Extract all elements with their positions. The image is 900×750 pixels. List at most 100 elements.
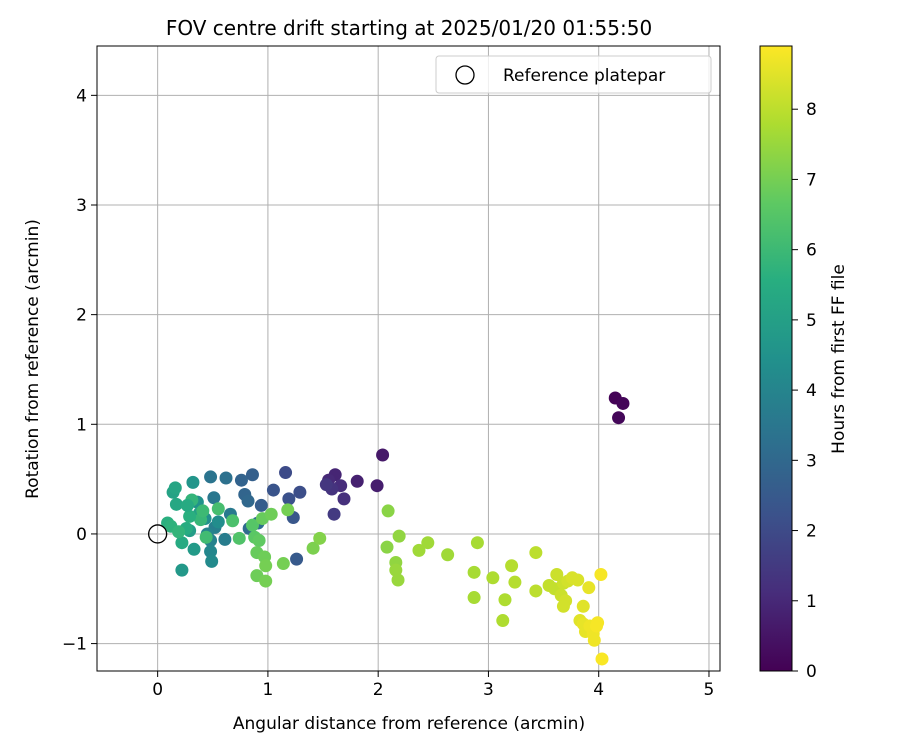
data-point [183, 509, 197, 523]
data-point [232, 531, 246, 545]
y-tick-label: 3 [76, 196, 87, 216]
data-point [205, 554, 219, 568]
data-point [556, 599, 570, 613]
colorbar-tick-label: 1 [806, 592, 817, 612]
colorbar-gradient [759, 45, 793, 672]
data-point [370, 479, 384, 493]
colorbar-tick-label: 2 [806, 522, 817, 542]
data-point [175, 536, 189, 550]
data-point [187, 542, 201, 556]
data-point [245, 518, 259, 532]
y-tick-label: 1 [76, 415, 87, 435]
data-point [279, 466, 293, 480]
data-point [293, 485, 307, 499]
colorbar-tick-label: 3 [806, 451, 817, 471]
data-point [467, 565, 481, 579]
chart-title: FOV centre drift starting at 2025/01/20 … [166, 16, 652, 40]
legend-marker-icon [455, 65, 475, 85]
data-point [306, 541, 320, 555]
x-tick-label: 1 [262, 680, 273, 700]
reference-platepar-marker [147, 524, 168, 544]
colorbar-label: Hours from first FF file [829, 264, 849, 454]
y-axis-label: Rotation from reference (arcmin) [23, 219, 43, 499]
data-point [350, 474, 364, 488]
data-point [582, 581, 596, 595]
data-point [319, 478, 333, 492]
data-point [264, 507, 278, 521]
data-point [594, 568, 608, 582]
data-point [486, 571, 500, 585]
data-point [313, 531, 327, 545]
data-point [391, 573, 405, 587]
data-point [470, 536, 484, 550]
data-point [266, 483, 280, 497]
data-point [505, 559, 519, 573]
colorbar-tick-label: 8 [806, 100, 817, 120]
data-point [281, 503, 295, 517]
colorbar-tick-label: 7 [806, 170, 817, 190]
y-tick-label: −1 [62, 635, 87, 655]
data-point [496, 614, 510, 628]
x-axis-ticks: 0 1 2 3 4 5 [152, 671, 714, 700]
data-point [168, 481, 182, 495]
colorbar-tick-label: 4 [806, 381, 817, 401]
data-point [234, 473, 248, 487]
data-point [218, 532, 232, 546]
data-point [595, 652, 609, 666]
x-tick-label: 2 [373, 680, 384, 700]
colorbar-tick-label: 0 [806, 662, 817, 682]
data-point [252, 534, 266, 548]
data-point [196, 504, 210, 518]
y-tick-label: 2 [76, 306, 87, 326]
legend: Reference platepar [435, 55, 712, 94]
data-point [241, 494, 255, 508]
data-point [498, 593, 512, 607]
data-point [508, 575, 522, 589]
data-point [421, 536, 435, 550]
colorbar-ticks: 0 1 2 3 4 5 6 7 8 [792, 100, 817, 682]
data-point [172, 525, 186, 539]
data-point [290, 552, 304, 566]
data-points [161, 391, 630, 666]
data-point [590, 619, 604, 633]
data-point [259, 559, 273, 573]
data-point [389, 563, 403, 577]
data-point [175, 563, 189, 577]
data-point [587, 633, 601, 647]
y-axis-ticks: −1 0 1 2 3 4 [62, 86, 97, 655]
colorbar: 0 1 2 3 4 5 6 7 8 Hours from first FF file [759, 45, 849, 682]
data-point [376, 448, 390, 462]
plot-frame [96, 45, 721, 672]
data-point [204, 470, 218, 484]
data-point [337, 492, 351, 506]
data-point [529, 546, 543, 560]
data-point [327, 507, 341, 521]
x-tick-label: 0 [152, 680, 163, 700]
data-point [259, 574, 273, 588]
data-point [441, 548, 455, 562]
legend-label: Reference platepar [503, 66, 665, 86]
colorbar-tick-label: 6 [806, 241, 817, 261]
data-point [282, 492, 296, 506]
data-point [169, 497, 183, 511]
data-point [467, 591, 481, 605]
data-point [381, 504, 395, 518]
data-point [276, 557, 290, 571]
data-point [180, 498, 194, 512]
x-tick-label: 3 [483, 680, 494, 700]
data-point [380, 540, 394, 554]
data-point [199, 530, 213, 544]
data-point [254, 498, 268, 512]
grid-lines [97, 46, 720, 671]
data-point [211, 502, 225, 516]
x-tick-label: 4 [593, 680, 604, 700]
data-point [211, 515, 225, 529]
data-point [412, 543, 426, 557]
data-point [226, 514, 240, 528]
data-point [612, 411, 626, 425]
y-tick-label: 4 [76, 86, 87, 106]
data-point [186, 475, 200, 489]
data-point [204, 544, 218, 558]
y-tick-label: 0 [76, 525, 87, 545]
